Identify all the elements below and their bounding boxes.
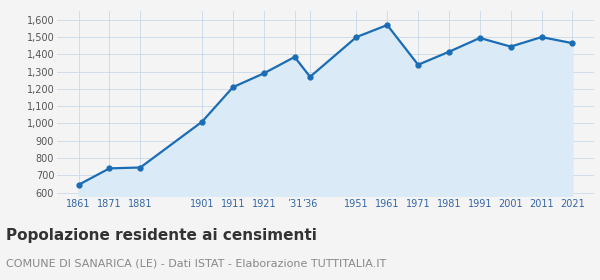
Text: COMUNE DI SANARICA (LE) - Dati ISTAT - Elaborazione TUTTITALIA.IT: COMUNE DI SANARICA (LE) - Dati ISTAT - E… (6, 259, 386, 269)
Text: Popolazione residente ai censimenti: Popolazione residente ai censimenti (6, 228, 317, 243)
